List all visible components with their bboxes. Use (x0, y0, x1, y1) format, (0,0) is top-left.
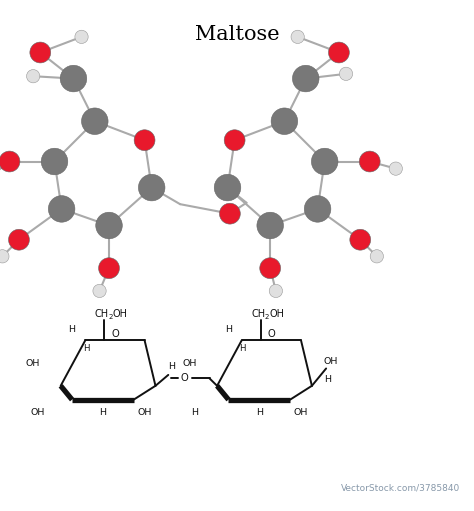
Text: CH: CH (95, 309, 109, 319)
Text: H: H (225, 325, 232, 334)
Circle shape (0, 250, 9, 263)
Circle shape (389, 162, 402, 175)
Circle shape (311, 148, 338, 175)
Circle shape (359, 151, 380, 172)
Text: H: H (100, 408, 106, 417)
Text: 2: 2 (264, 314, 269, 319)
Text: OH: OH (113, 309, 128, 319)
Circle shape (269, 284, 283, 297)
Circle shape (48, 196, 75, 222)
Circle shape (99, 258, 119, 278)
Circle shape (328, 42, 349, 63)
Circle shape (260, 258, 281, 278)
Text: CH: CH (251, 309, 265, 319)
Circle shape (370, 250, 383, 263)
Text: OH: OH (182, 359, 197, 367)
Circle shape (257, 212, 283, 239)
Text: OH: OH (324, 357, 338, 365)
Circle shape (27, 69, 40, 83)
Circle shape (30, 42, 51, 63)
Text: H: H (168, 361, 175, 370)
Text: H: H (191, 408, 198, 417)
Text: H: H (256, 408, 263, 417)
Circle shape (75, 30, 88, 43)
Text: O: O (268, 329, 275, 339)
Circle shape (350, 229, 371, 250)
Text: H: H (83, 344, 90, 353)
Text: OH: OH (294, 408, 308, 417)
Text: OH: OH (137, 408, 152, 417)
Circle shape (224, 130, 245, 151)
Circle shape (9, 229, 29, 250)
Circle shape (219, 203, 240, 224)
Text: OH: OH (31, 408, 45, 417)
Text: Maltose: Maltose (195, 26, 279, 44)
Text: H: H (239, 344, 246, 353)
Circle shape (304, 196, 331, 222)
Circle shape (60, 65, 87, 92)
Circle shape (271, 108, 298, 134)
Text: OH: OH (26, 359, 40, 367)
Text: H: H (69, 325, 75, 334)
Text: O: O (181, 374, 189, 383)
Text: ®: ® (70, 479, 77, 485)
Circle shape (41, 148, 68, 175)
Circle shape (214, 174, 241, 201)
Text: OH: OH (269, 309, 284, 319)
Circle shape (138, 174, 165, 201)
Circle shape (93, 284, 106, 297)
Circle shape (134, 130, 155, 151)
Circle shape (82, 108, 108, 134)
Circle shape (0, 151, 20, 172)
Circle shape (292, 65, 319, 92)
Text: VectorStock.com/3785840: VectorStock.com/3785840 (340, 483, 460, 493)
Text: O: O (111, 329, 119, 339)
Circle shape (96, 212, 122, 239)
Circle shape (339, 67, 353, 80)
Text: H: H (325, 376, 331, 384)
Text: 2: 2 (108, 314, 112, 319)
Circle shape (291, 30, 304, 43)
Text: VectorStock: VectorStock (14, 483, 85, 493)
